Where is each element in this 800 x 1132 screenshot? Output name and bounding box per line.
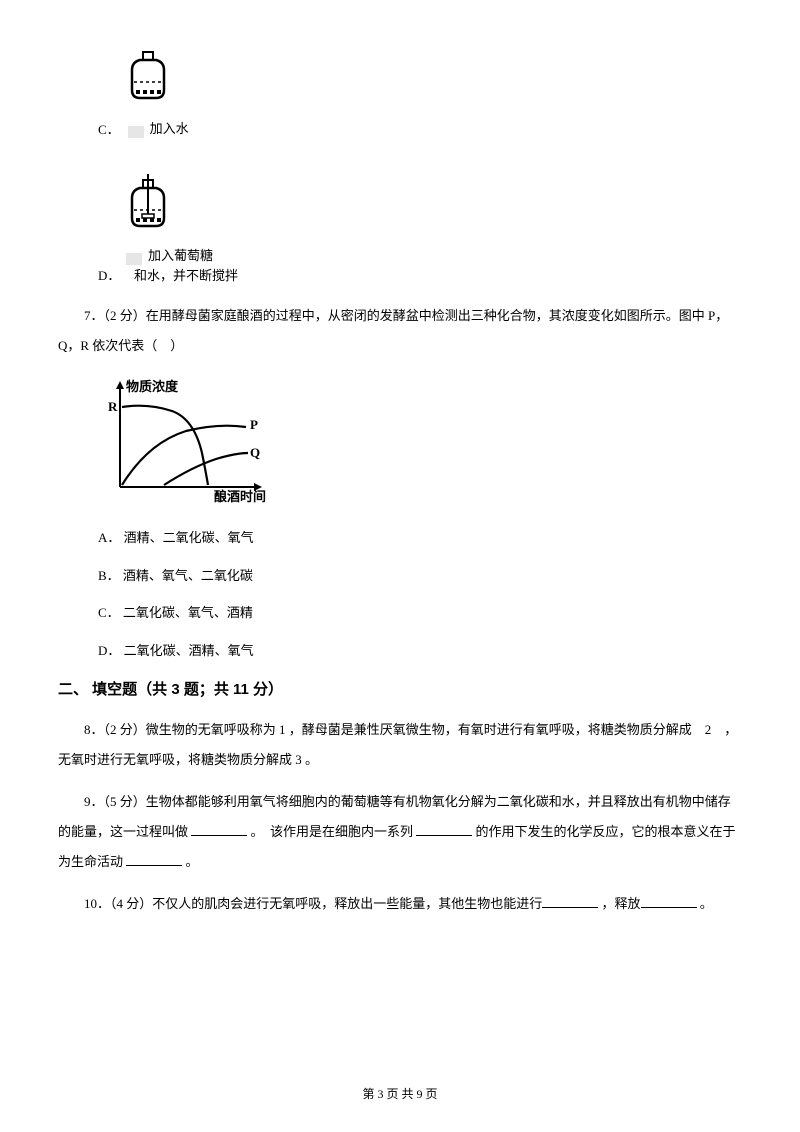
question-7-text: 7．（2 分）在用酵母菌家庭酿酒的过程中，从密闭的发酵盆中检测出三种化合物，其浓… [58, 301, 742, 361]
q7-option-b: B． 酒精、氧气、二氧化碳 [98, 566, 742, 586]
question-8-text: 8．（2 分）微生物的无氧呼吸称为 1 ，酵母菌是兼性厌氧微生物，有氧时进行有氧… [58, 715, 742, 775]
option-c-flask [118, 48, 742, 113]
option-c-caption: 加入水 [150, 120, 189, 138]
option-d-flask [118, 172, 742, 241]
page-footer: 第 3 页 共 9 页 [0, 1085, 800, 1102]
option-d-caption1: 加入葡萄糖 [148, 247, 213, 265]
question-9-text: 9．（5 分）生物体都能够利用氧气将细胞内的葡萄糖等有机物氧化分解为二氧化碳和水… [58, 787, 742, 877]
q10-p1: 10．（4 分）不仅人的肌肉会进行无氧呼吸，释放出一些能量，其他生物也能进行 [84, 896, 542, 911]
svg-text:Q: Q [250, 445, 260, 460]
grey-square-c [128, 126, 144, 138]
q7-option-c: C． 二氧化碳、氧气、酒精 [98, 603, 742, 623]
question-10-text: 10．（4 分）不仅人的肌肉会进行无氧呼吸，释放出一些能量，其他生物也能进行 ，… [58, 889, 742, 919]
q7-chart: 物质浓度 酿酒时间 R P Q [98, 375, 742, 510]
flask-stir-icon [118, 172, 178, 236]
q9-blank2[interactable] [416, 822, 472, 836]
svg-text:R: R [108, 399, 118, 414]
q7-option-a: A． 酒精、二氧化碳、氧气 [98, 528, 742, 548]
svg-text:P: P [250, 417, 258, 432]
flask-icon [118, 48, 178, 108]
concentration-chart-icon: 物质浓度 酿酒时间 R P Q [98, 375, 278, 505]
option-d-caption2: 和水，并不断搅拌 [134, 267, 238, 285]
q10-blank2[interactable] [641, 894, 697, 908]
option-d-letter: D． [98, 265, 126, 284]
q7-option-d: D． 二氧化碳、酒精、氧气 [98, 641, 742, 661]
option-c-row: C． 加入水 [98, 119, 742, 138]
q9-blank3[interactable] [126, 852, 182, 866]
q9-p2: 。 该作用是在细胞内一系列 [251, 824, 417, 839]
q9-p4: 。 [186, 854, 199, 869]
grey-square-d [126, 253, 142, 265]
q9-blank1[interactable] [191, 822, 247, 836]
option-c-letter: C． [98, 119, 120, 138]
svg-text:物质浓度: 物质浓度 [126, 379, 179, 394]
section-2-title: 二、 填空题（共 3 题；共 11 分） [58, 678, 742, 699]
q10-p2: ，释放 [602, 896, 641, 911]
option-d-row: 加入葡萄糖 D． 和水，并不断搅拌 [98, 247, 742, 285]
q10-p3: 。 [700, 896, 713, 911]
svg-text:酿酒时间: 酿酒时间 [214, 489, 266, 504]
q10-blank1[interactable] [542, 894, 598, 908]
